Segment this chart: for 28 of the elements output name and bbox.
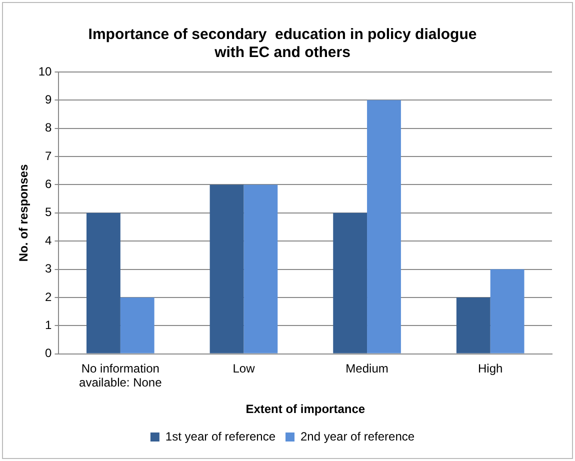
bar: [120, 297, 154, 354]
y-axis-title: No. of responses: [16, 164, 31, 262]
bar: [210, 184, 244, 354]
bar: [86, 212, 120, 354]
bar: [456, 297, 490, 354]
bar: [367, 100, 401, 354]
y-tick-label: 2: [45, 290, 52, 304]
y-tick-label: 9: [45, 92, 52, 106]
bar: [333, 212, 368, 354]
y-tick-label: 5: [45, 205, 52, 220]
y-tick-label: 10: [38, 64, 52, 78]
x-tick-label: Medium: [346, 361, 388, 376]
y-tick-label: 1: [45, 318, 52, 332]
y-tick-label: 3: [45, 262, 52, 276]
y-tick-label: 7: [45, 148, 52, 163]
x-tick-label: No information available: None: [79, 361, 162, 390]
bar: [244, 184, 278, 354]
x-tick-label: High: [478, 361, 503, 376]
y-tick-label: 6: [45, 177, 52, 192]
x-axis-title: Extent of importance: [246, 402, 366, 416]
y-tick-label: 8: [45, 120, 52, 135]
x-tick-label: Low: [232, 361, 256, 376]
y-tick-label: 4: [45, 233, 52, 248]
bar: [490, 269, 524, 354]
legend-label: 2nd year of reference: [300, 429, 415, 444]
y-tick-label: 0: [45, 346, 52, 360]
legend-label: 1st year of reference: [165, 429, 276, 444]
chart-title: Importance of secondary education in policy dialogue with EC and others: [88, 26, 477, 62]
